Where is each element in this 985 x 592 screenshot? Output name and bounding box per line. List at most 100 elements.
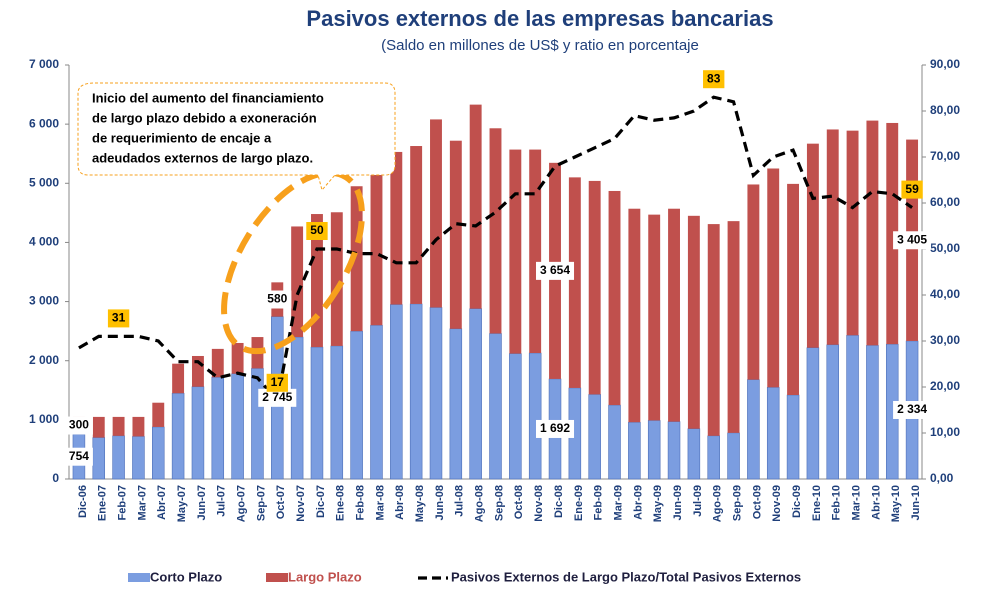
x-tick-label: Jul-07 [216, 485, 228, 517]
x-tick-label: Ene-10 [811, 485, 823, 521]
x-tick-label: Mar-10 [850, 485, 862, 520]
bar [707, 435, 720, 480]
bar [390, 304, 403, 480]
y2-tick-label: 40,00 [930, 287, 960, 301]
x-tick-label: Jun-10 [910, 485, 922, 520]
bar [687, 215, 700, 429]
bar [667, 421, 681, 480]
x-tick-label: Oct-08 [513, 485, 525, 519]
x-tick-label: May-07 [176, 485, 188, 522]
x-tick-label: Jun-08 [434, 485, 446, 520]
bar [668, 208, 680, 422]
x-tick-label: Feb-07 [116, 485, 128, 520]
bar [826, 344, 839, 480]
y2-tick-label: 60,00 [930, 195, 960, 209]
bar [747, 184, 760, 380]
bar [291, 226, 304, 338]
data-label-bg [258, 388, 297, 407]
annotation-line: Inicio del aumento del financiamiento [92, 90, 324, 105]
x-tick-label: Jul-08 [454, 485, 466, 517]
bar [489, 128, 502, 334]
data-label: 2 334 [897, 402, 927, 416]
bar [608, 404, 621, 480]
bar [747, 379, 760, 480]
chart-subtitle: (Saldo en millones de US$ y ratio en por… [381, 37, 699, 54]
bar [886, 122, 899, 345]
y2-tick-label: 70,00 [930, 149, 960, 163]
data-label: 50 [310, 223, 324, 237]
y-tick-label: 6 000 [29, 116, 59, 130]
data-label-bg [266, 373, 288, 392]
x-tick-label: Nov-08 [533, 485, 545, 522]
legend-label: Largo Plazo [288, 569, 362, 584]
x-tick-label: Oct-09 [751, 485, 763, 519]
bar [132, 436, 145, 480]
bar [806, 347, 820, 480]
bar [787, 183, 800, 396]
bar [172, 363, 185, 394]
highlight-ellipse [221, 169, 365, 355]
bar [211, 376, 225, 480]
bar [648, 214, 661, 421]
x-tick-label: Ago-09 [712, 485, 724, 522]
bar [350, 186, 363, 332]
data-label: 2 745 [262, 390, 292, 404]
bar [469, 308, 482, 480]
x-tick-label: Ago-07 [236, 485, 248, 522]
y-tick-label: 7 000 [29, 57, 59, 71]
x-tick-label: Mar-08 [374, 485, 386, 520]
x-tick-label: Jul-09 [692, 485, 704, 517]
x-tick-label: Feb-09 [593, 485, 605, 520]
data-label: 3 405 [897, 232, 927, 246]
x-tick-label: Oct-07 [275, 485, 287, 519]
x-tick-label: Abr-08 [394, 485, 406, 520]
bar [628, 208, 641, 423]
x-tick-label: Ene-09 [573, 485, 585, 521]
x-tick-label: Jun-09 [672, 485, 684, 520]
bar [231, 373, 244, 480]
bar [92, 416, 105, 438]
x-tick-label: Abr-10 [870, 485, 882, 520]
annotation: Inicio del aumento del financiamiento de … [92, 90, 324, 165]
y2-tick-label: 20,00 [930, 379, 960, 393]
bar [171, 392, 185, 480]
x-tick-label: Feb-08 [355, 485, 367, 520]
y-tick-label: 4 000 [29, 235, 59, 249]
bar [370, 324, 383, 480]
data-label-bg [901, 180, 923, 199]
bar [687, 428, 701, 480]
data-label-bg [893, 400, 932, 419]
bar [449, 328, 463, 480]
data-label-bg [64, 447, 93, 466]
bar [191, 355, 204, 387]
data-label-bg [703, 70, 725, 89]
bar [449, 140, 462, 329]
x-tick-label: Nov-07 [295, 485, 307, 522]
bar [191, 386, 205, 480]
data-label: 31 [112, 311, 126, 325]
bar [290, 336, 304, 480]
legend-swatch [128, 573, 150, 582]
data-label-bg [535, 261, 575, 280]
data-label-bg [107, 309, 130, 328]
y2-tick-label: 80,00 [930, 103, 960, 117]
legend: Corto Plazo Largo Plazo Pasivos Externos d… [128, 569, 801, 584]
bar [330, 345, 344, 480]
x-tick-label: Dic-08 [553, 485, 565, 518]
x-tick-label: Dic-09 [791, 485, 803, 518]
bar [846, 130, 859, 336]
bar [211, 348, 224, 378]
data-label: 3 654 [540, 263, 570, 277]
bar [846, 334, 859, 480]
data-label: 1 692 [540, 421, 570, 435]
bar [786, 394, 800, 480]
bar [707, 224, 720, 436]
bar [409, 303, 423, 480]
chart-title: Pasivos externos de las empresas bancari… [306, 6, 773, 31]
annotation-line: de largo plazo debido a exoneración [92, 110, 317, 125]
bar [489, 333, 502, 480]
x-tick-label: Sep-09 [731, 485, 743, 521]
bar [647, 420, 661, 480]
annotation-line: de requerimiento de encaje a [92, 130, 272, 145]
